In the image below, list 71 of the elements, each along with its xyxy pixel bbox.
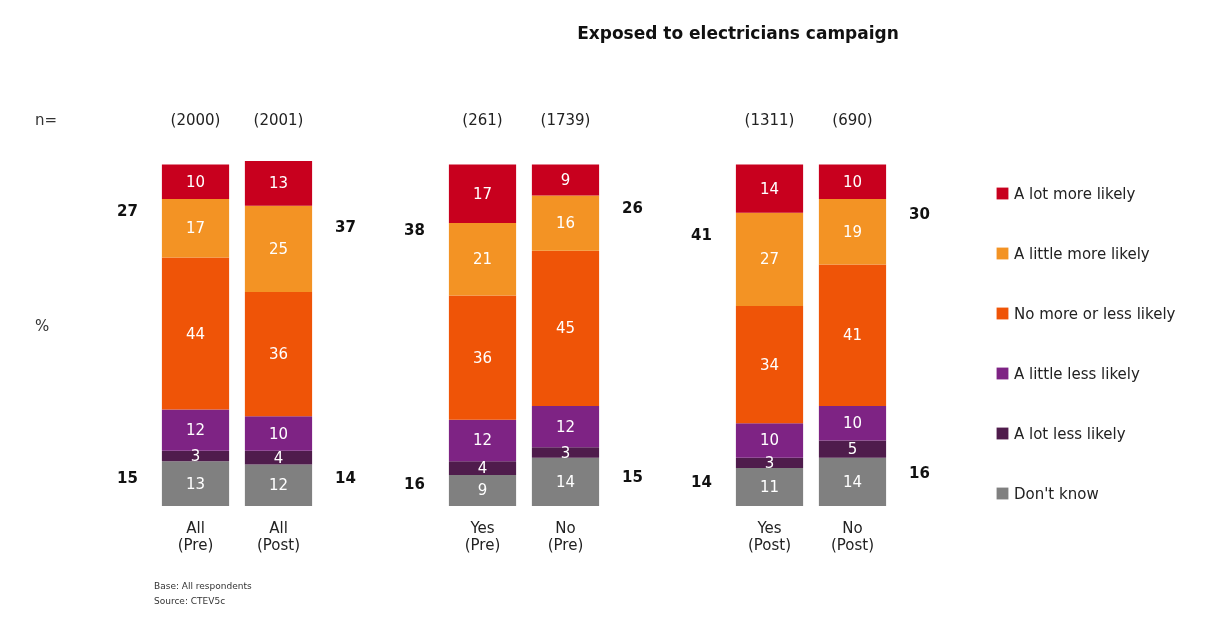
data-label: 5 xyxy=(847,440,858,459)
x-tick-label: All (Pre) xyxy=(177,518,214,554)
chart-title: Exposed to electricians campaign xyxy=(577,23,899,43)
data-label: 12 xyxy=(185,421,206,440)
data-label: 3 xyxy=(560,443,571,462)
annotation: 27 xyxy=(117,202,138,221)
data-label: 14 xyxy=(759,179,780,198)
x-tick-label: No (Post) xyxy=(830,518,875,554)
data-label: 36 xyxy=(268,345,289,364)
data-label: 16 xyxy=(555,214,576,233)
data-label: 4 xyxy=(273,448,284,467)
data-label: 19 xyxy=(842,222,863,241)
text: Base: All respondents xyxy=(154,581,252,591)
text: % xyxy=(35,317,50,335)
data-label: 10 xyxy=(842,172,863,191)
data-label: 36 xyxy=(472,348,493,367)
data-label: 9 xyxy=(477,481,488,500)
source-note: Source: CTEV5c xyxy=(154,596,226,606)
annotation: 41 xyxy=(691,226,712,245)
legend-label: No more or less likely xyxy=(1014,304,1176,323)
data-label: 13 xyxy=(268,174,289,193)
data-label: 10 xyxy=(185,172,206,191)
legend-label: Don't know xyxy=(1014,484,1099,503)
text: (2000) xyxy=(170,111,221,129)
text: (1311) xyxy=(744,111,795,129)
text: (690) xyxy=(832,111,873,129)
text: (1739) xyxy=(540,111,591,129)
data-label: 27 xyxy=(759,250,780,269)
data-label: 17 xyxy=(472,184,493,203)
legend-label: A little more likely xyxy=(1014,244,1150,263)
data-label: 25 xyxy=(268,239,289,258)
data-label: 21 xyxy=(472,250,493,269)
data-label: 14 xyxy=(842,472,863,491)
data-label: 44 xyxy=(185,324,206,343)
data-label: 11 xyxy=(759,478,780,497)
annotation: 14 xyxy=(691,472,712,491)
data-label: 12 xyxy=(472,431,493,450)
data-label: 3 xyxy=(764,453,775,472)
text: (261) xyxy=(462,111,503,129)
annotation: 14 xyxy=(335,469,356,488)
data-label: 10 xyxy=(759,431,780,450)
data-label: 4 xyxy=(477,459,488,478)
data-label: 10 xyxy=(268,424,289,443)
annotation: 16 xyxy=(909,464,930,483)
data-label: 12 xyxy=(555,417,576,436)
data-label: 14 xyxy=(555,472,576,491)
x-tick-label: Yes (Post) xyxy=(747,518,792,554)
annotation: 30 xyxy=(909,205,930,224)
data-label: 34 xyxy=(759,355,780,374)
data-label: 41 xyxy=(842,326,863,345)
legend-label: A little less likely xyxy=(1014,364,1140,383)
data-label: 17 xyxy=(185,219,206,238)
annotation: 38 xyxy=(404,221,425,239)
data-label: 9 xyxy=(560,170,571,189)
data-label: 3 xyxy=(190,446,201,465)
annotation: 15 xyxy=(622,467,643,486)
x-tick-label: All (Post) xyxy=(256,518,301,554)
text: n= xyxy=(35,111,58,129)
legend-label: A lot less likely xyxy=(1014,424,1126,443)
annotation: 15 xyxy=(117,469,138,488)
text: (2001) xyxy=(253,111,304,129)
legend-label: A lot more likely xyxy=(1014,184,1136,203)
x-tick-label: Yes (Pre) xyxy=(464,518,501,554)
annotation: 26 xyxy=(622,198,643,217)
data-label: 12 xyxy=(268,476,289,495)
data-label: 45 xyxy=(555,319,576,338)
data-label: 13 xyxy=(185,474,206,493)
data-label: 10 xyxy=(842,414,863,433)
annotation: 37 xyxy=(335,217,356,236)
annotation: 16 xyxy=(404,474,425,493)
x-tick-label: No (Pre) xyxy=(547,518,584,554)
